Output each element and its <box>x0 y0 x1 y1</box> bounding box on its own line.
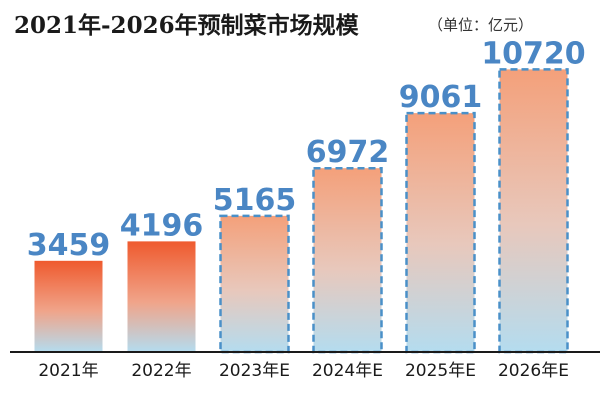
category-label: 2024年E <box>312 361 383 381</box>
category-label: 2026年E <box>498 361 569 381</box>
bar-2023年E <box>219 214 290 354</box>
category-label: 2025年E <box>405 361 476 381</box>
bar-2021年 <box>34 260 103 352</box>
value-label: 6972 <box>306 135 390 170</box>
category-label: 2023年E <box>219 361 290 381</box>
value-label: 9061 <box>399 80 483 115</box>
value-label: 4196 <box>120 208 204 243</box>
chart-unit: （单位：亿元） <box>428 16 534 34</box>
bar-2024年E <box>312 166 383 354</box>
chart-title: 2021年-2026年预制菜市场规模 <box>14 12 359 39</box>
value-label: 10720 <box>481 36 585 71</box>
bar-2025年E <box>405 111 476 354</box>
category-label: 2022年 <box>131 361 191 381</box>
category-label: 2021年 <box>38 361 98 381</box>
value-label: 5165 <box>213 183 297 218</box>
bar-2026年E <box>498 68 569 354</box>
bar-2022年 <box>127 241 196 352</box>
value-label: 3459 <box>27 228 111 263</box>
